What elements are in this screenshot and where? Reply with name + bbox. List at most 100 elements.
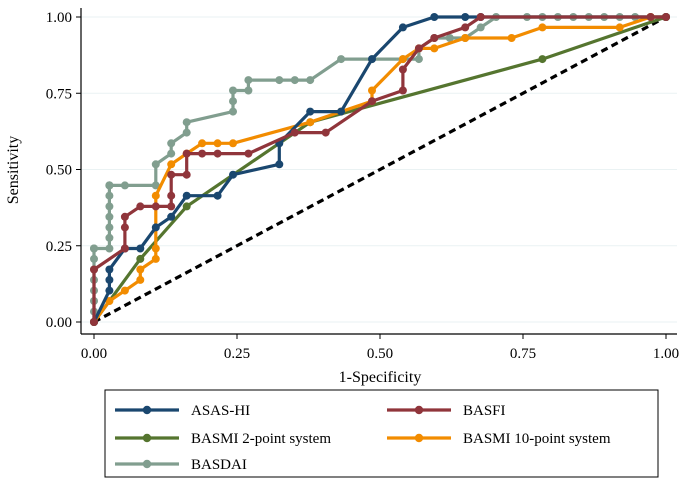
ticks: 0.00 0.25 0.50 0.75 1.00 0.00 0.25 0.50 0.75 1.00 (46, 10, 679, 362)
data-point-basmi-10-point-system (151, 244, 160, 253)
x-tick-label: 0.50 (367, 346, 393, 362)
data-point-basmi-10-point-system (229, 139, 237, 148)
y-tick-label: 0.25 (46, 239, 72, 255)
data-point-basfi (321, 128, 330, 137)
reference-diagonal (93, 15, 667, 324)
data-point-basdai (105, 244, 114, 253)
data-point-basfi (414, 44, 423, 53)
legend-item: ASAS-HI (115, 403, 250, 419)
data-point-basdai (306, 76, 315, 85)
data-point-basfi (244, 149, 253, 158)
data-point-basdai (244, 86, 253, 95)
legend-box (104, 389, 659, 478)
data-point-basmi-10-point-system (398, 55, 407, 64)
data-point-basmi-10-point-system (538, 23, 547, 32)
data-point-basmi-2-point-system (182, 202, 191, 211)
data-point-basfi (90, 265, 98, 274)
data-point-asas-hi (461, 13, 470, 21)
data-point-basmi-10-point-system (167, 160, 176, 169)
data-point-asas-hi (368, 55, 376, 64)
data-point-basmi-10-point-system (507, 34, 516, 42)
data-point-basmi-10-point-system (105, 297, 114, 305)
data-point-basmi-10-point-system (198, 139, 207, 148)
data-point-basdai (337, 55, 346, 64)
data-point-basdai (244, 76, 253, 85)
data-point-basfi (167, 202, 176, 211)
data-point-asas-hi (229, 170, 237, 179)
data-point-basfi (476, 13, 485, 21)
y-axis-title: Sensitivity (5, 136, 22, 204)
series-line-basmi-2-point-system (92, 15, 667, 323)
data-point-basmi-10-point-system (136, 265, 145, 274)
legend-swatch-marker (142, 405, 152, 415)
data-point-basmi-10-point-system (306, 118, 315, 127)
data-point-basmi-10-point-system (136, 275, 145, 284)
data-point-basmi-10-point-system (461, 34, 470, 42)
data-point-basdai (275, 76, 284, 85)
data-point-basdai (90, 244, 98, 253)
data-point-basfi (120, 223, 129, 232)
data-point-asas-hi (136, 244, 145, 253)
data-point-basfi (136, 202, 145, 211)
legend-swatch-marker (414, 433, 424, 443)
legend-swatch-marker (142, 459, 152, 469)
y-tick-label: 0.75 (46, 86, 72, 102)
data-point-basdai (290, 76, 299, 85)
data-point-basdai (151, 160, 160, 169)
data-point-asas-hi (105, 286, 114, 295)
data-point-basfi (182, 170, 191, 179)
data-point-basfi (120, 244, 129, 253)
data-point-basfi (120, 212, 129, 221)
data-point-asas-hi (105, 275, 114, 284)
data-point-basfi (646, 13, 655, 21)
data-point-basdai (151, 181, 160, 190)
legend-items: ASAS-HI BASFI BASMI 2-point system BASMI 10… (115, 403, 611, 473)
x-tick-label: 0.00 (81, 346, 107, 362)
data-point-basfi (398, 86, 407, 95)
data-point-basdai (167, 149, 176, 158)
reference-line (93, 15, 667, 324)
x-axis-title: 1-Specificity (339, 369, 422, 386)
data-point-asas-hi (275, 160, 284, 169)
series-group (90, 13, 670, 326)
legend-item: BASMI 10-point system (387, 431, 611, 447)
data-point-basmi-10-point-system (615, 23, 624, 32)
data-point-basdai (182, 128, 191, 137)
data-point-basfi (662, 13, 670, 21)
series-basmi-10-point-system (90, 13, 670, 326)
data-point-basfi (430, 34, 439, 42)
y-tick-label: 0.50 (46, 163, 72, 179)
data-point-basdai (120, 181, 129, 190)
data-point-basdai (90, 254, 98, 263)
data-point-basdai (105, 191, 114, 200)
legend: ASAS-HI BASFI BASMI 2-point system BASMI 10… (104, 389, 659, 478)
legend-item: BASMI 2-point system (115, 431, 331, 447)
data-point-basdai (445, 34, 454, 42)
data-point-asas-hi (213, 191, 222, 200)
x-tick-label: 1.00 (653, 346, 679, 362)
data-point-basdai (105, 223, 114, 232)
data-point-basfi (90, 318, 98, 326)
x-tick-label: 0.25 (224, 346, 250, 362)
data-point-basfi (151, 202, 160, 211)
y-tick-label: 1.00 (46, 10, 72, 26)
data-point-basdai (229, 97, 237, 106)
data-point-basfi (182, 149, 191, 158)
data-point-basmi-2-point-system (538, 55, 547, 64)
data-point-basdai (414, 55, 423, 64)
legend-swatch-marker (414, 405, 424, 415)
data-point-basfi (461, 23, 470, 32)
data-point-asas-hi (151, 223, 160, 232)
legend-item: BASFI (387, 403, 506, 419)
data-point-basdai (167, 139, 176, 148)
data-point-basmi-10-point-system (151, 254, 160, 263)
data-point-basfi (368, 97, 376, 106)
data-point-basfi (213, 149, 222, 158)
data-point-asas-hi (105, 265, 114, 274)
y-tick-label: 0.00 (46, 315, 72, 331)
data-point-basmi-10-point-system (368, 86, 376, 95)
data-point-asas-hi (430, 13, 439, 21)
legend-item: BASDAI (115, 457, 247, 473)
data-point-basdai (229, 107, 237, 116)
